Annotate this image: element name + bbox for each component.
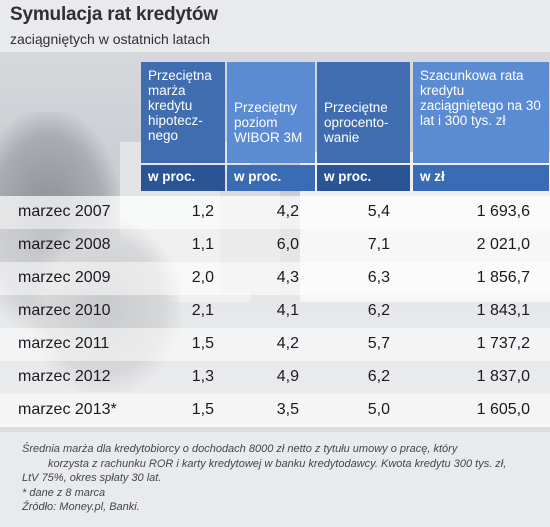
- cell-rate: 6,2: [367, 368, 390, 385]
- cell-rate: 6,2: [367, 302, 390, 319]
- table-row: marzec 2013* 1,5 3,5 5,0 1 605,0: [0, 394, 550, 427]
- cell-rate: 7,1: [367, 236, 390, 253]
- cell-wibor: 4,2: [276, 203, 299, 220]
- tree-shape: [30, 222, 180, 392]
- table-row: marzec 2007 1,2 4,2 5,4 1 693,6: [0, 196, 550, 229]
- cell-margin: 1,5: [191, 335, 214, 352]
- row-label: marzec 2007: [18, 203, 111, 220]
- cell-installment: 1 843,1: [476, 302, 530, 319]
- page-title: Symulacja rat kredytów: [10, 4, 218, 25]
- cell-margin: 2,1: [191, 302, 214, 319]
- cell-installment: 2 021,0: [476, 236, 530, 253]
- cell-margin: 1,3: [191, 368, 214, 385]
- cell-installment: 1 837,0: [476, 368, 530, 385]
- column-header-text: Przeciętny poziom WIBOR 3M: [227, 62, 315, 163]
- cell-margin: 1,1: [191, 236, 214, 253]
- cell-margin: 1,2: [191, 203, 214, 220]
- cell-wibor: 4,9: [276, 368, 299, 385]
- cell-margin: 2,0: [191, 269, 214, 286]
- column-unit: w proc.: [227, 165, 315, 191]
- cell-installment: 1 605,0: [476, 401, 530, 418]
- row-label: marzec 2011: [18, 335, 110, 352]
- column-header-wibor: Przeciętny poziom WIBOR 3M w proc.: [227, 62, 315, 191]
- table-row: marzec 2011 1,5 4,2 5,7 1 737,2: [0, 328, 550, 361]
- cell-margin: 1,5: [191, 401, 214, 418]
- footnote: Średnia marża dla kredytobiorcy o dochod…: [0, 432, 550, 527]
- column-header-margin: Przeciętna marża kredytu hipotecz-nego w…: [141, 62, 225, 191]
- source-note: Źródło: Money.pl, Banki.: [22, 501, 140, 513]
- column-unit: w proc.: [141, 165, 225, 191]
- column-header-text: Szacunkowa rata kredytu zaciągniętego na…: [413, 62, 549, 163]
- footnote-line: LtV 75%, okres spłaty 30 lat.: [22, 472, 162, 484]
- row-label: marzec 2008: [18, 236, 111, 253]
- column-header-rate: Przeciętne oprocento-wanie w proc.: [317, 62, 410, 191]
- table-row: marzec 2009 2,0 4,3 6,3 1 856,7: [0, 262, 550, 295]
- row-label: marzec 2012: [18, 368, 111, 385]
- column-header-text: Przeciętna marża kredytu hipotecz-nego: [141, 62, 225, 163]
- row-label: marzec 2009: [18, 269, 111, 286]
- column-header-installment: Szacunkowa rata kredytu zaciągniętego na…: [413, 62, 549, 191]
- cell-wibor: 6,0: [276, 236, 299, 253]
- column-unit: w proc.: [317, 165, 410, 191]
- table-row: marzec 2008 1,1 6,0 7,1 2 021,0: [0, 229, 550, 262]
- cell-installment: 1 693,6: [476, 203, 530, 220]
- cell-wibor: 3,5: [276, 401, 299, 418]
- row-label: marzec 2013*: [18, 401, 117, 418]
- cell-wibor: 4,3: [276, 269, 299, 286]
- footnote-line: Średnia marża dla kredytobiorcy o dochod…: [22, 443, 458, 455]
- table-row: marzec 2010 2,1 4,1 6,2 1 843,1: [0, 295, 550, 328]
- column-header-text: Przeciętne oprocento-wanie: [317, 62, 410, 163]
- cell-rate: 5,4: [367, 203, 390, 220]
- table-row: marzec 2012 1,3 4,9 6,2 1 837,0: [0, 361, 550, 394]
- page-subtitle: zaciągniętych w ostatnich latach: [10, 31, 210, 47]
- cell-rate: 5,7: [367, 335, 390, 352]
- column-unit: w zł: [413, 165, 549, 191]
- cell-installment: 1 856,7: [476, 269, 530, 286]
- data-table: marzec 2007 1,2 4,2 5,4 1 693,6 marzec 2…: [0, 196, 550, 429]
- asterisk-note: * dane z 8 marca: [22, 486, 106, 499]
- cell-rate: 6,3: [367, 269, 390, 286]
- footnote-line: korzysta z rachunku ROR i karty kredytow…: [48, 457, 507, 470]
- cell-wibor: 4,1: [276, 302, 299, 319]
- cell-wibor: 4,2: [276, 335, 299, 352]
- cell-installment: 1 737,2: [476, 335, 530, 352]
- row-label: marzec 2010: [18, 302, 111, 319]
- cell-rate: 5,0: [367, 401, 390, 418]
